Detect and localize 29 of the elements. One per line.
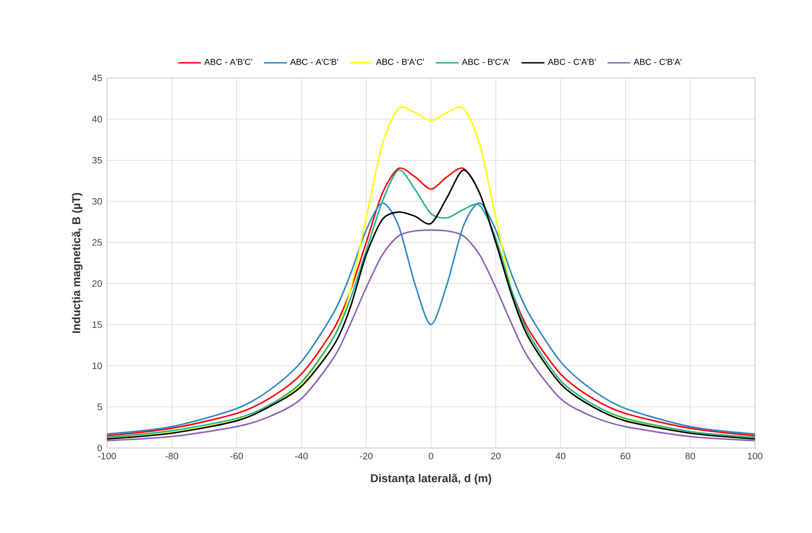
legend-label: ABC - A'C'B' [290, 58, 338, 65]
x-tick-label: -80 [165, 452, 178, 460]
y-tick-label: 5 [97, 404, 102, 410]
legend-label: ABC - C'B'A' [634, 58, 682, 65]
x-tick-label: -60 [230, 452, 243, 460]
y-tick-label: 10 [92, 362, 102, 370]
legend-label: ABC - C'A'B' [548, 58, 596, 65]
legend-label: ABC - B'C'A' [462, 58, 510, 65]
x-tick-label: 80 [685, 452, 696, 460]
x-axis-title: Distanța laterală, d (m) [370, 474, 492, 485]
x-tick-label: 60 [620, 452, 630, 460]
x-tick-label: -20 [360, 452, 373, 460]
x-tick-label: 40 [556, 452, 566, 460]
x-tick-label: 100 [748, 452, 762, 460]
y-tick-label: 25 [92, 239, 102, 246]
y-tick-label: 15 [92, 321, 102, 328]
x-tick-label: 0 [428, 452, 434, 460]
legend-label: ABC - A'B'C' [204, 58, 252, 65]
y-tick-label: 45 [92, 74, 102, 82]
legend-label: ABC - B'A'C' [376, 58, 424, 65]
x-tick-label: 20 [491, 452, 501, 460]
x-tick-label: -40 [295, 452, 308, 460]
y-tick-label: 20 [92, 280, 102, 287]
x-tick-label: -100 [98, 452, 116, 460]
y-axis-title: Inducția magnetică, B (µT) [72, 192, 83, 333]
y-tick-label: 0 [97, 444, 102, 452]
y-tick-label: 40 [92, 116, 102, 122]
y-tick-label: 35 [92, 156, 102, 164]
y-tick-label: 30 [92, 198, 102, 205]
